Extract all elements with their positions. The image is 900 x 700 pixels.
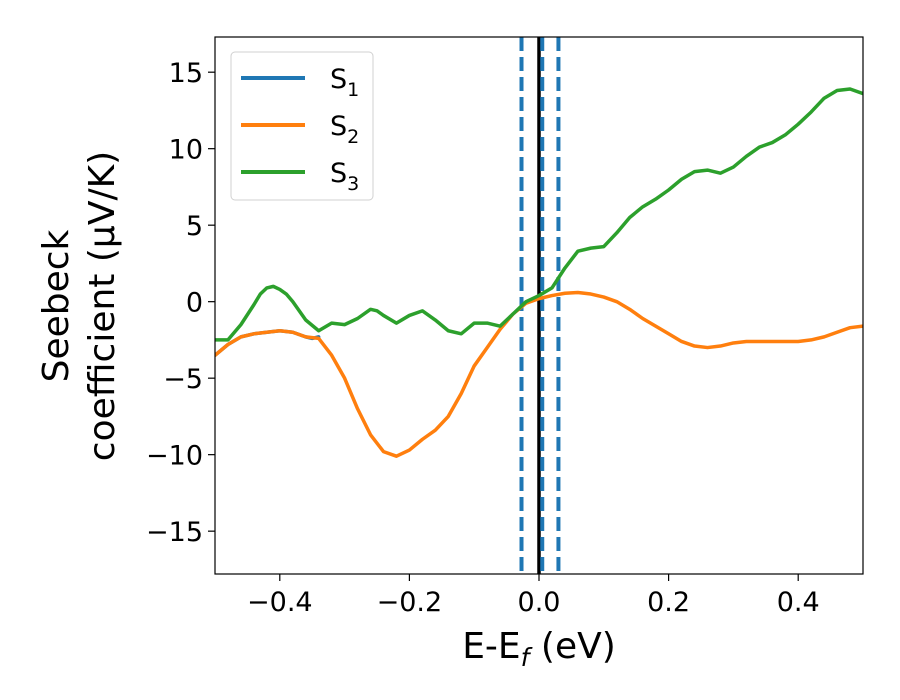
y-axis-label-line1: Seebeck [36,229,77,382]
reference-lines [519,37,561,574]
series-line-2 [215,290,863,458]
x-axis: −0.4 −0.2 0.0 0.2 0.4 [247,574,820,618]
y-tick-label: 10 [169,135,203,166]
x-tick-label: −0.4 [247,587,313,618]
x-tick-label: 0.0 [518,587,561,618]
legend-label-3: S3 [330,158,359,195]
x-tick-label: −0.2 [377,587,443,618]
y-tick-label: −5 [163,364,203,395]
y-axis: −15 −10 −5 0 5 10 15 [146,58,215,548]
x-axis-label: E-Ef (eV) [462,626,616,672]
data-series [215,87,863,458]
y-tick-label: 0 [186,288,203,319]
y-tick-label: 15 [169,58,203,89]
legend-label-2: S2 [330,111,359,148]
x-tick-label: 0.4 [777,587,820,618]
y-tick-label: −10 [146,441,203,472]
legend: S1 S2 S3 [230,51,374,201]
series-line-3 [215,87,863,342]
legend-label-1: S1 [330,64,359,101]
y-tick-label: −15 [146,517,203,548]
x-tick-label: 0.2 [647,587,690,618]
y-axis-label-line2: coefficient (μV/K) [82,151,123,461]
y-tick-label: 5 [186,211,203,242]
